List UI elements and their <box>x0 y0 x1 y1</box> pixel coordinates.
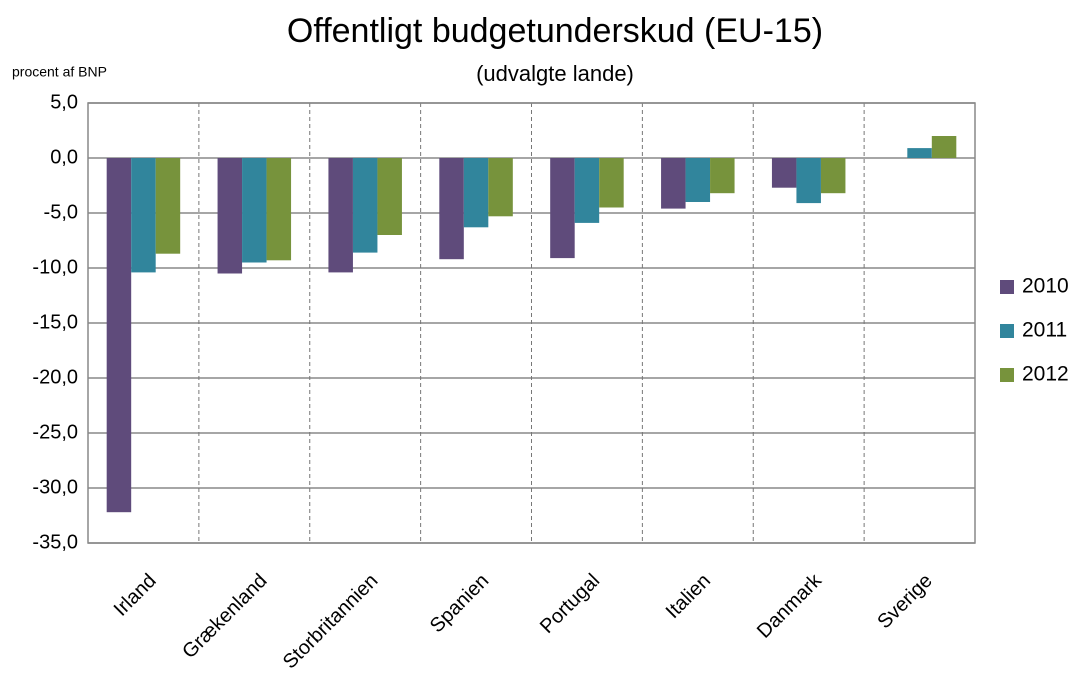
x-tick-label: Danmark <box>753 569 827 643</box>
legend-label: 2011 <box>1022 319 1067 342</box>
bar <box>907 148 932 158</box>
bar <box>217 158 243 274</box>
y-axis-label: procent af BNP <box>12 64 107 80</box>
bar <box>599 158 624 208</box>
bar <box>771 158 797 188</box>
y-tick-label: -10,0 <box>32 256 78 278</box>
bar <box>820 158 846 194</box>
bar <box>242 158 267 263</box>
x-tick-label: Italien <box>662 570 715 623</box>
bar <box>106 158 132 513</box>
bar <box>352 158 378 253</box>
bar <box>463 158 489 228</box>
y-tick-label: 5,0 <box>50 91 78 113</box>
bar <box>131 158 156 273</box>
bar <box>266 158 292 261</box>
bar <box>550 158 575 259</box>
bar <box>328 158 353 273</box>
bar <box>377 158 402 235</box>
legend-swatch <box>1000 368 1014 382</box>
plot-frame <box>87 102 976 544</box>
bar <box>439 158 464 260</box>
y-tick-label: -25,0 <box>32 421 78 443</box>
y-tick-label: -5,0 <box>44 201 78 223</box>
y-tick-label: 0,0 <box>50 146 78 168</box>
x-tick-label: Storbritannien <box>279 570 383 674</box>
chart-subtitle: (udvalgte lande) <box>476 61 634 86</box>
y-tick-label: -20,0 <box>32 366 78 388</box>
legend-swatch <box>1000 280 1014 294</box>
legend-label: 2010 <box>1022 275 1069 298</box>
bar <box>710 158 735 194</box>
bar <box>931 136 957 158</box>
x-tick-label: Sverige <box>873 570 937 634</box>
y-tick-label: -15,0 <box>32 311 78 333</box>
x-tick-label: Irland <box>110 570 161 621</box>
x-tick-label: Portugal <box>536 570 604 638</box>
chart-title: Offentligt budgetunderskud (EU-15) <box>287 12 823 50</box>
bar <box>155 158 181 254</box>
bar <box>796 158 821 204</box>
legend-label: 2012 <box>1022 363 1069 386</box>
bar <box>488 158 513 217</box>
bar <box>685 158 711 202</box>
y-tick-label: -30,0 <box>32 476 78 498</box>
y-tick-label: -35,0 <box>32 531 78 553</box>
bar <box>574 158 600 223</box>
x-tick-label: Grækenland <box>178 570 271 663</box>
x-tick-label: Spanien <box>426 570 493 637</box>
legend-swatch <box>1000 324 1014 338</box>
bar <box>661 158 686 209</box>
